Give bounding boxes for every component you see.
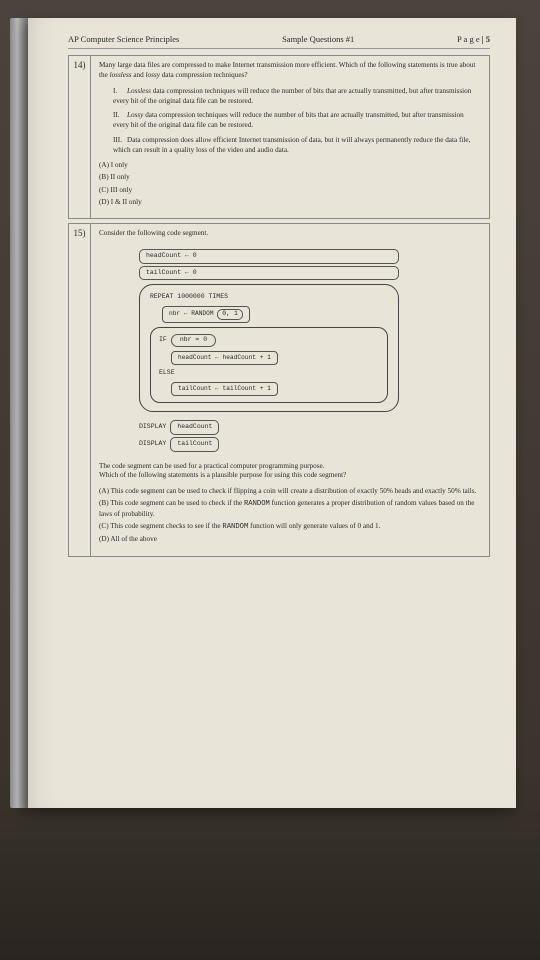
- display-block: DISPLAY headCount DISPLAY tailCount: [139, 420, 399, 452]
- assign-nbr: nbr ← RANDOM 0, 1: [162, 306, 250, 323]
- tail-inc: tailCount ← tailCount + 1: [171, 382, 278, 396]
- worksheet-page: AP Computer Science Principles Sample Qu…: [28, 18, 516, 808]
- question-14: 14) Many large data files are compressed…: [68, 55, 490, 219]
- question-15: 15) Consider the following code segment.…: [68, 223, 490, 557]
- option-d: (D) I & II only: [99, 198, 481, 208]
- code-init: headCount ← 0: [139, 249, 399, 264]
- question-stem: Many large data files are compressed to …: [99, 61, 481, 80]
- book-binding: [10, 18, 28, 808]
- code-flowchart: headCount ← 0 tailCount ← 0 REPEAT 10000…: [139, 249, 399, 452]
- question-number: 14): [69, 56, 91, 218]
- question-body: Consider the following code segment. hea…: [91, 224, 489, 556]
- repeat-label: REPEAT 1000000 TIMES: [150, 293, 388, 302]
- post-text: The code segment can be used for a pract…: [99, 462, 481, 481]
- statement-3: III.Data compression does allow efficien…: [113, 136, 481, 155]
- answer-options: (A) I only (B) II only (C) III only (D) …: [99, 161, 481, 207]
- question-body: Many large data files are compressed to …: [91, 56, 489, 218]
- header-title: Sample Questions #1: [282, 34, 354, 45]
- option-b: (B) This code segment can be used to che…: [99, 499, 481, 519]
- repeat-block: REPEAT 1000000 TIMES nbr ← RANDOM 0, 1 I…: [139, 284, 399, 412]
- code-init: tailCount ← 0: [139, 266, 399, 281]
- question-number: 15): [69, 224, 91, 556]
- header-page: P a g e | 5: [457, 34, 490, 45]
- option-d: (D) All of the above: [99, 535, 481, 545]
- statement-2: II.Lossy data compression techniques wil…: [113, 111, 481, 130]
- option-c: (C) This code segment checks to see if t…: [99, 522, 481, 533]
- option-a: (A) I only: [99, 161, 481, 171]
- answer-options: (A) This code segment can be used to che…: [99, 487, 481, 545]
- head-inc: headCount ← headCount + 1: [171, 351, 278, 365]
- page-header: AP Computer Science Principles Sample Qu…: [68, 34, 490, 49]
- option-a: (A) This code segment can be used to che…: [99, 487, 481, 497]
- option-b: (B) II only: [99, 173, 481, 183]
- statement-1: I.Lossless data compression techniques w…: [113, 87, 481, 106]
- option-c: (C) III only: [99, 186, 481, 196]
- header-subject: AP Computer Science Principles: [68, 34, 179, 45]
- if-block: IF nbr = 0 headCount ← headCount + 1 ELS…: [150, 327, 388, 403]
- question-stem: Consider the following code segment.: [99, 229, 481, 239]
